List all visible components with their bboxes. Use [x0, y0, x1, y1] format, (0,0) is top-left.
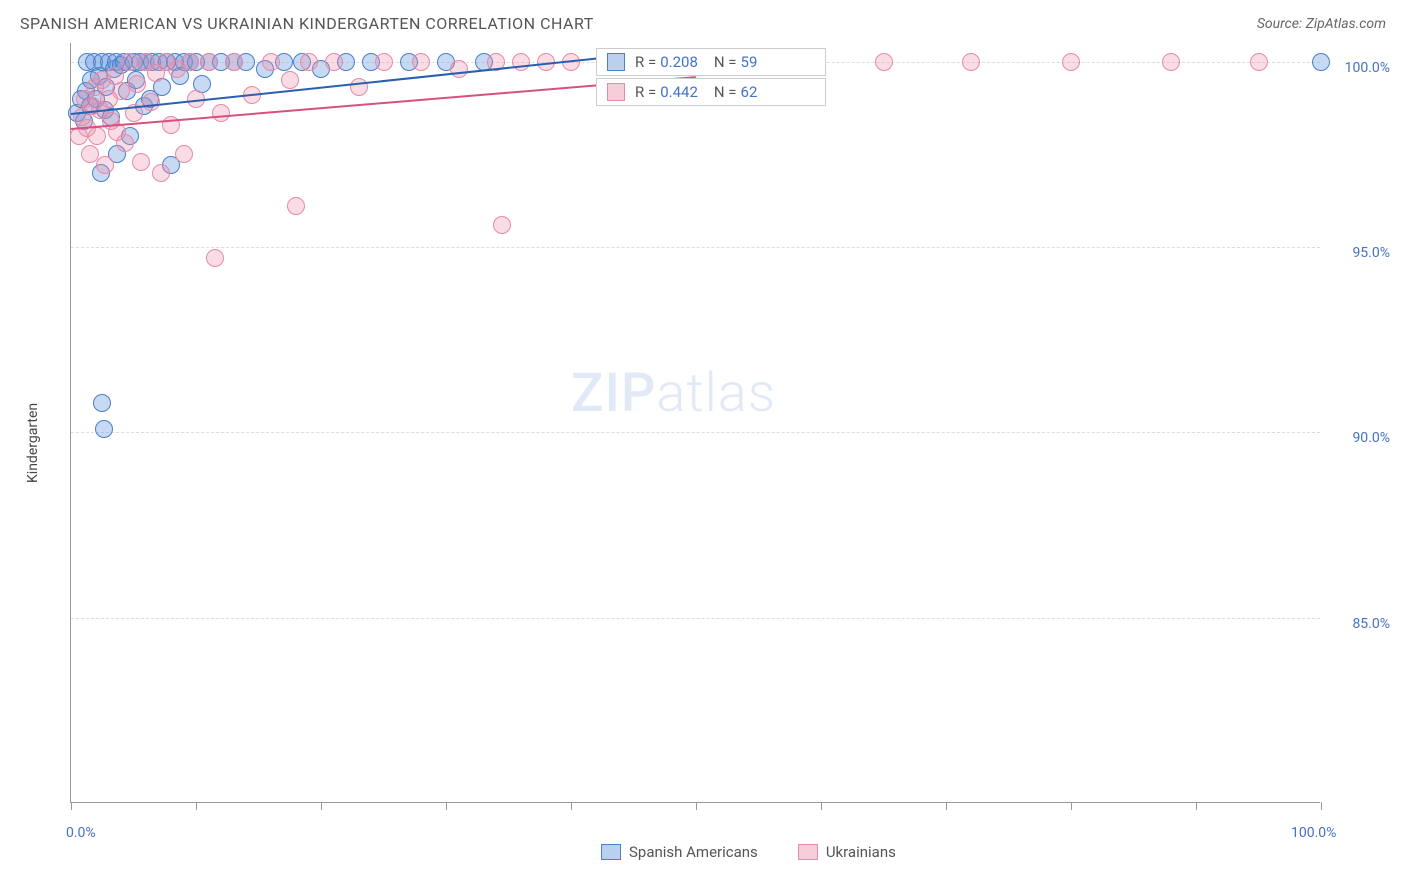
legend-item-spanish: Spanish Americans — [601, 843, 758, 861]
chart-source: Source: ZipAtlas.com — [1257, 16, 1386, 32]
stat-box-spanish: R =0.208 N =59 — [596, 48, 826, 76]
ukrainian-point — [225, 53, 243, 71]
ukrainian-point — [128, 75, 146, 93]
ukrainian-point — [175, 145, 193, 163]
x-tick — [1071, 802, 1072, 810]
ukrainian-point — [450, 60, 468, 78]
x-tick — [1196, 802, 1197, 810]
ukrainian-point — [493, 216, 511, 234]
y-tick-label: 85.0% — [1352, 616, 1390, 632]
ukrainian-point — [287, 197, 305, 215]
ukrainian-point — [120, 53, 138, 71]
ukrainian-point — [375, 53, 393, 71]
legend-item-ukrainian: Ukrainians — [798, 843, 896, 861]
ukrainian-point — [212, 104, 230, 122]
ukrainian-point — [281, 71, 299, 89]
stat-r-label: R = — [635, 83, 656, 101]
x-tick — [196, 802, 197, 810]
ukrainian-point — [1250, 53, 1268, 71]
ukrainian-point — [962, 53, 980, 71]
spanish-swatch-icon — [607, 53, 625, 71]
x-tick-label: 100.0% — [1291, 825, 1336, 841]
legend-label: Ukrainians — [826, 843, 896, 861]
spanish-legend-swatch-icon — [601, 844, 621, 860]
ukrainian-point — [112, 82, 130, 100]
ukrainian-point — [875, 53, 893, 71]
x-tick — [446, 802, 447, 810]
ukrainian-point — [96, 156, 114, 174]
x-tick — [571, 802, 572, 810]
stat-n-label: N = — [714, 83, 737, 101]
chart-container: Kindergarten 100.0%95.0%90.0%85.0%0.0%10… — [20, 43, 1386, 843]
y-tick-label: 100.0% — [1345, 60, 1390, 76]
ukrainian-point — [1162, 53, 1180, 71]
legend: Spanish Americans Ukrainians — [601, 843, 896, 861]
gridline — [71, 618, 1320, 619]
x-tick-label: 0.0% — [66, 825, 96, 841]
x-tick — [696, 802, 697, 810]
ukrainian-swatch-icon — [607, 83, 625, 101]
y-tick-label: 90.0% — [1352, 430, 1390, 446]
ukrainian-point — [142, 93, 160, 111]
stat-r-label: R = — [635, 53, 656, 71]
ukrainian-point — [152, 164, 170, 182]
chart-header: SPANISH AMERICAN VS UKRAINIAN KINDERGART… — [0, 0, 1406, 43]
chart-title: SPANISH AMERICAN VS UKRAINIAN KINDERGART… — [20, 14, 594, 33]
legend-label: Spanish Americans — [629, 843, 758, 861]
gridline — [71, 247, 1320, 248]
ukrainian-point — [88, 127, 106, 145]
ukrainian-point — [132, 153, 150, 171]
spanish-point — [1312, 53, 1330, 71]
gridline — [71, 432, 1320, 433]
x-tick — [321, 802, 322, 810]
ukrainian-point — [300, 53, 318, 71]
watermark: ZIPatlas — [571, 362, 776, 425]
ukrainian-point — [181, 53, 199, 71]
stat-box-ukrainian: R =0.442 N =62 — [596, 78, 826, 106]
x-tick — [1321, 802, 1322, 810]
ukrainian-point — [200, 53, 218, 71]
ukrainian-point — [412, 53, 430, 71]
y-tick-label: 95.0% — [1352, 245, 1390, 261]
ukrainian-legend-swatch-icon — [798, 844, 818, 860]
ukrainian-point — [116, 134, 134, 152]
ukrainian-point — [325, 53, 343, 71]
x-tick — [71, 802, 72, 810]
y-axis-title: Kindergarten — [25, 403, 41, 483]
stat-r-value: 0.442 — [660, 83, 698, 101]
stat-n-value: 59 — [741, 53, 758, 71]
ukrainian-point — [262, 53, 280, 71]
x-tick — [821, 802, 822, 810]
x-tick — [946, 802, 947, 810]
stat-n-label: N = — [714, 53, 737, 71]
plot-area: 100.0%95.0%90.0%85.0%0.0%100.0%ZIPatlasR… — [70, 43, 1320, 803]
stat-r-value: 0.208 — [660, 53, 698, 71]
spanish-point — [93, 394, 111, 412]
ukrainian-point — [1062, 53, 1080, 71]
stat-n-value: 62 — [741, 83, 758, 101]
ukrainian-point — [206, 249, 224, 267]
spanish-point — [95, 420, 113, 438]
